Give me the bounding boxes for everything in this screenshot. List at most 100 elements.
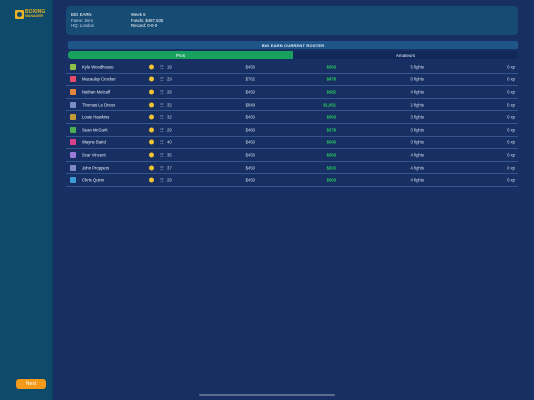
fighter-earnings: $582	[326, 89, 336, 95]
fighter-name: Thomas Le Dreux	[82, 102, 116, 108]
fighter-name: Sean McGurk	[82, 127, 108, 133]
fighter-xp: 0 xp	[507, 102, 515, 108]
fighter-age: 37	[167, 165, 172, 171]
fighter-fights: 5 fights	[410, 64, 424, 70]
fighter-portrait	[70, 76, 76, 83]
gym-hq: HQ: London	[71, 23, 95, 28]
glove-icon: ☷	[160, 177, 164, 183]
fighter-fights: 3 fights	[410, 127, 424, 133]
fighter-xp: 0 xp	[507, 177, 515, 183]
mood-icon	[149, 89, 154, 95]
logo-line2: MANAGER	[25, 14, 44, 18]
glove-icon: ☷	[160, 76, 164, 82]
mood-icon	[149, 114, 154, 120]
fighter-portrait	[70, 177, 76, 184]
fighter-fights: 0 fights	[410, 76, 424, 82]
fighter-earnings: $503	[326, 165, 336, 171]
glove-icon: ☷	[160, 127, 164, 133]
fighter-portrait	[70, 63, 76, 70]
mood-icon	[149, 165, 154, 171]
fighter-row[interactable]: Chris Quinn ☷ 29 $450 $503 4 fights 0 xp	[66, 174, 518, 187]
fighter-age: 29	[167, 76, 172, 82]
roster-title: BIG EARN CURRENT ROSTER	[68, 41, 518, 49]
gym-info-left: BIG EARN Fame: Zero HQ: London	[71, 12, 94, 29]
fighter-age: 32	[167, 114, 172, 120]
fighter-salary: $450	[245, 139, 255, 145]
fighter-name: Nathan Metcalf	[82, 89, 111, 95]
boxing-glove-icon	[15, 9, 24, 19]
fighter-age: 19	[167, 64, 172, 70]
fighter-fights: 3 fights	[410, 139, 424, 145]
fighter-name: John Proppers	[82, 165, 110, 171]
fighter-fights: 3 fights	[410, 114, 424, 120]
fighter-salary: $450	[245, 89, 255, 95]
fighter-salary: $450	[245, 165, 255, 171]
fighter-portrait	[70, 88, 76, 95]
fighter-portrait	[70, 114, 76, 121]
fighter-age: 40	[167, 139, 172, 145]
record-label: Record: 0-0-0	[131, 23, 158, 28]
fighter-earnings: $578	[326, 127, 336, 133]
tab-amateurs[interactable]: Amateurs	[293, 51, 518, 59]
fighter-name: Kyle Woodhouse	[82, 64, 114, 70]
mood-icon	[149, 102, 154, 108]
fighter-row[interactable]: John Proppers ☷ 37 $450 $503 4 fights 0 xp	[66, 162, 518, 175]
mood-icon	[149, 152, 154, 158]
fighter-age: 32	[167, 102, 172, 108]
fighter-earnings: $503	[326, 177, 336, 183]
fighter-earnings: $878	[326, 76, 336, 82]
fighter-xp: 0 xp	[507, 114, 515, 120]
fighter-salary: $460	[245, 127, 255, 133]
mood-icon	[149, 64, 154, 70]
fighter-xp: 0 xp	[507, 127, 515, 133]
fighter-earnings: $503	[326, 152, 336, 158]
fighter-salary: $450	[245, 64, 255, 70]
fighter-row[interactable]: Sean McGurk ☷ 29 $460 $578 3 fights 0 xp	[66, 124, 518, 137]
fighter-portrait	[70, 164, 76, 171]
fighter-age: 29	[167, 127, 172, 133]
fighter-name: Louie Hawkins	[82, 114, 110, 120]
gym-fame: Fame: Zero	[71, 17, 94, 23]
roster-tabs: Pros Amateurs	[68, 51, 518, 59]
home-indicator	[199, 394, 335, 396]
glove-icon: ☷	[160, 152, 164, 158]
fighter-age: 28	[167, 89, 172, 95]
fighter-xp: 0 xp	[507, 76, 515, 82]
fighter-row[interactable]: Nathan Metcalf ☷ 28 $450 $582 4 fights 0 xp	[66, 86, 518, 99]
fighter-name: Chris Quinn	[82, 177, 105, 183]
gym-info-panel: BIG EARN Fame: Zero HQ: London Week 6 Fu…	[66, 6, 518, 35]
funds-label: Funds: $487,635	[131, 17, 164, 23]
fighter-portrait	[70, 151, 76, 158]
fighter-salary: $450	[245, 177, 255, 183]
mood-icon	[149, 177, 154, 183]
fighter-earnings: $500	[326, 139, 336, 145]
glove-icon: ☷	[160, 114, 164, 120]
sidebar: BOXING MANAGER Next	[0, 0, 53, 400]
glove-icon: ☷	[160, 165, 164, 171]
fighter-row[interactable]: Scar Vincent ☷ 35 $450 $503 4 fights 0 xp	[66, 149, 518, 162]
fighter-portrait	[70, 101, 76, 108]
fighter-earnings: $503	[326, 64, 336, 70]
fighter-row[interactable]: Macaulay Crocker ☷ 29 $782 $878 0 fights 0 xp	[66, 74, 518, 87]
mood-icon	[149, 127, 154, 133]
next-button[interactable]: Next	[16, 379, 46, 389]
tab-pros[interactable]: Pros	[68, 51, 293, 59]
fighter-row[interactable]: Thomas Le Dreux ☷ 32 $849 $1,051 2 fights 0 xp	[66, 99, 518, 112]
fighter-list: Kyle Woodhouse ☷ 19 $450 $503 5 fights 0 xp Mac…	[66, 61, 518, 187]
fighter-fights: 4 fights	[410, 165, 424, 171]
glove-icon: ☷	[160, 139, 164, 145]
mood-icon	[149, 139, 154, 145]
fighter-xp: 0 xp	[507, 64, 515, 70]
fighter-row[interactable]: Louie Hawkins ☷ 32 $450 $503 3 fights 0 xp	[66, 111, 518, 124]
fighter-name: Macaulay Crocker	[82, 76, 116, 82]
glove-icon: ☷	[160, 64, 164, 70]
fighter-salary: $782	[245, 76, 255, 82]
glove-icon: ☷	[160, 102, 164, 108]
fighter-row[interactable]: Kyle Woodhouse ☷ 19 $450 $503 5 fights 0 xp	[66, 61, 518, 74]
fighter-row[interactable]: Wayne Baird ☷ 40 $450 $500 3 fights 0 xp	[66, 137, 518, 150]
fighter-fights: 2 fights	[410, 102, 424, 108]
fighter-xp: 0 xp	[507, 152, 515, 158]
fighter-name: Wayne Baird	[82, 139, 106, 145]
fighter-earnings: $503	[326, 114, 336, 120]
gym-info-right: Week 6 Funds: $487,635 Record: 0-0-0	[131, 12, 163, 29]
